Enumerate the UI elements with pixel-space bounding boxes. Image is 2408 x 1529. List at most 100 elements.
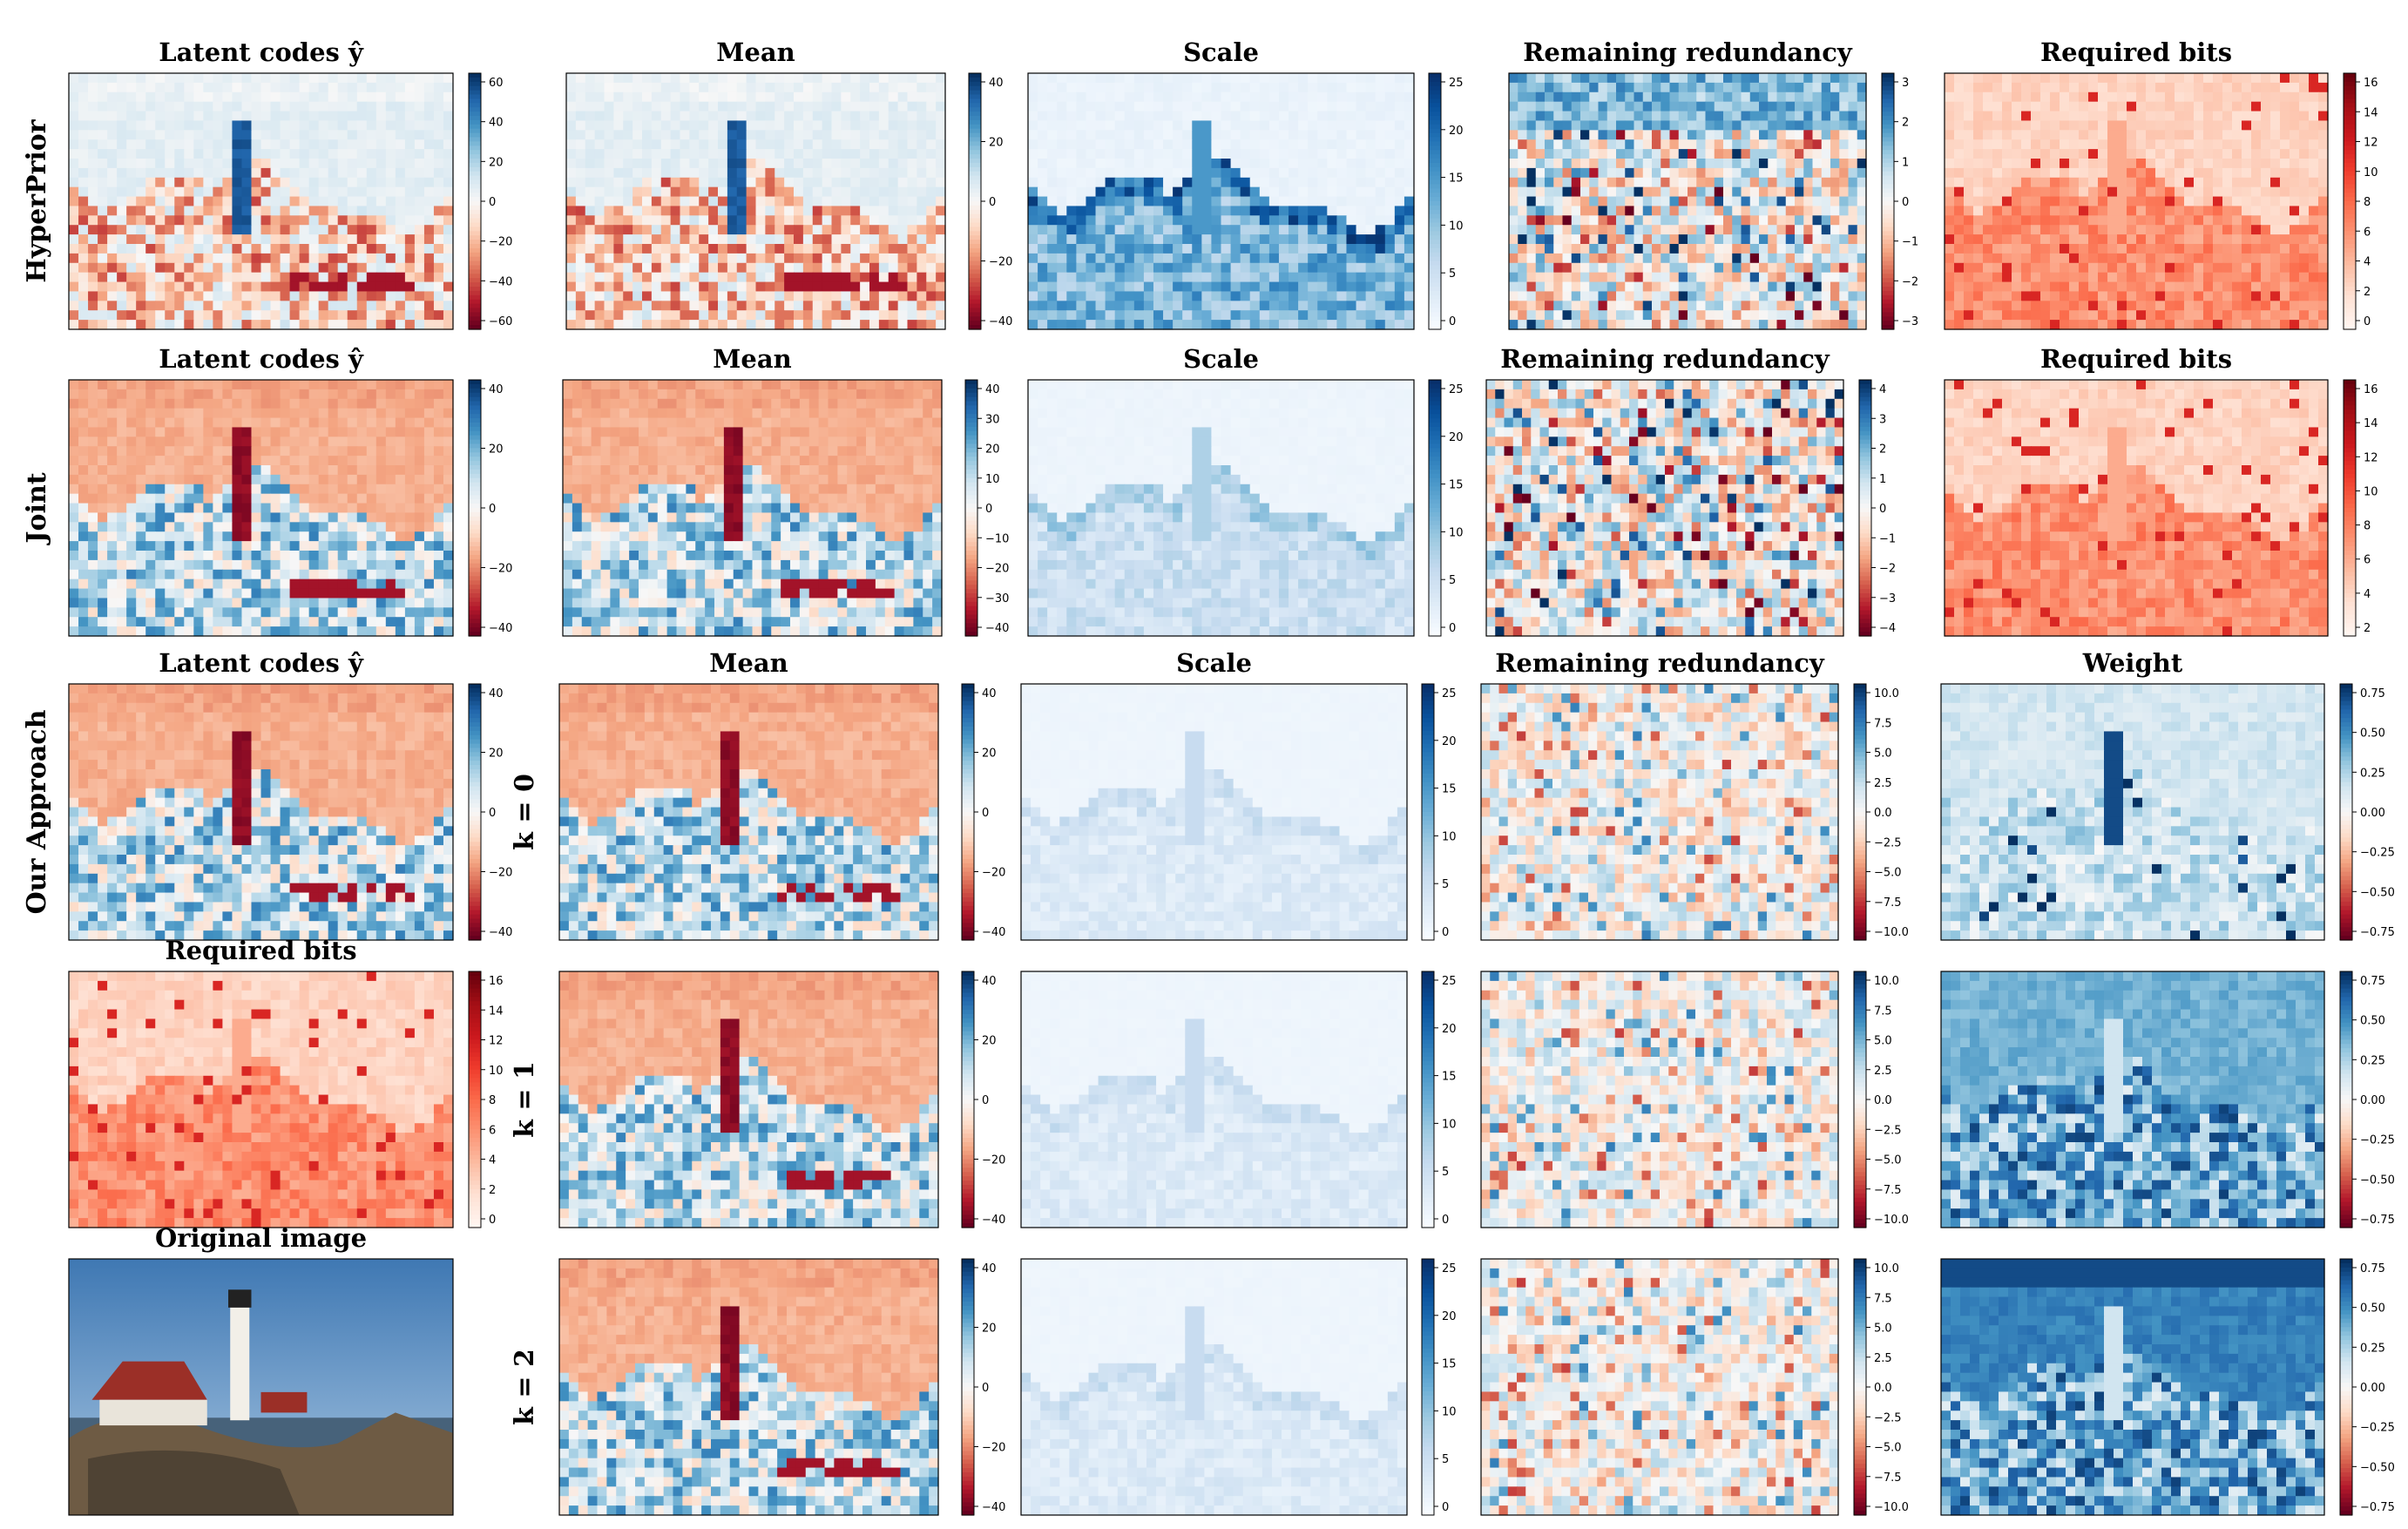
- colorbar-tick-label: 12: [2364, 451, 2378, 464]
- colorbar-tick-label: 0: [1442, 1214, 1449, 1227]
- colorbar-tick-label: −7.5: [1874, 896, 1902, 910]
- colorbar-tick-label: 0: [1442, 926, 1449, 939]
- colorbar-tick-label: 2.5: [1874, 1065, 1892, 1078]
- colorbar-tick-label: 10: [2364, 485, 2378, 498]
- colorbar-tick-label: 5: [1442, 1453, 1449, 1466]
- colorbar-tick-label: 14: [489, 1005, 504, 1018]
- heatmap: [1021, 684, 1408, 941]
- colorbar-tick-label: 5: [1449, 267, 1456, 281]
- colorbar-tick-label: −2: [1879, 563, 1896, 576]
- colorbar-tick-label: 0: [989, 196, 996, 209]
- panel-title: Mean: [713, 344, 791, 374]
- colorbar-tick-label: 8: [2364, 520, 2371, 533]
- colorbar-tick-label: −0.75: [2360, 1501, 2395, 1514]
- colorbar-tick-label: 20: [489, 156, 504, 169]
- colorbar: 0.750.500.250.00−0.25−0.50−0.75: [2340, 971, 2395, 1228]
- colorbar-tick-label: −3: [1902, 315, 1918, 328]
- panel-title: Remaining redundancy: [1523, 37, 1853, 67]
- colorbar-tick-label: −20: [989, 256, 1012, 269]
- colorbar-tick-label: 10: [1449, 526, 1464, 539]
- colorbar-tick-label: −20: [982, 1442, 1005, 1455]
- colorbar-tick-label: 40: [982, 687, 997, 700]
- colorbar-tick-label: −20: [982, 867, 1005, 880]
- colorbar-tick-label: 6: [2364, 226, 2371, 239]
- colorbar-tick-label: 25: [1442, 687, 1457, 700]
- panel-noise-r3-c3: 10.07.55.02.50.0−2.5−5.0−7.5−10.0: [1481, 971, 1909, 1228]
- colorbar-tick-label: 15: [1449, 173, 1464, 186]
- colorbar-tick-label: 0: [489, 1214, 496, 1227]
- colorbar-tick-label: −40: [489, 926, 512, 939]
- heatmap: [1481, 684, 1839, 941]
- colorbar-tick-label: 20: [1449, 431, 1464, 444]
- colorbar-tick-label: 2.5: [1874, 1352, 1892, 1365]
- heatmap: [559, 1259, 939, 1516]
- colorbar-tick-label: 10: [489, 1065, 504, 1078]
- colorbar-tick-label: −20: [489, 867, 512, 880]
- colorbar-tick-label: 20: [1442, 735, 1457, 748]
- colorbar-tick-label: 0.25: [2360, 767, 2385, 780]
- heatmap: [1028, 73, 1415, 330]
- colorbar-tick-label: 40: [982, 1262, 997, 1275]
- colorbar-tick-label: 40: [489, 117, 504, 130]
- colorbar-tick-label: −10.0: [1874, 1501, 1909, 1514]
- heatmap: [1945, 73, 2329, 330]
- colorbar-tick-label: −1: [1879, 532, 1896, 545]
- colorbar-tick-label: 16: [489, 975, 504, 988]
- colorbar-tick-label: 0: [982, 807, 989, 820]
- colorbar-tick-label: 15: [1442, 1071, 1457, 1084]
- panel-title: Weight: [2082, 648, 2183, 678]
- colorbar-tick-label: 6: [489, 1124, 496, 1137]
- colorbar-tick-label: 0.50: [2360, 727, 2385, 741]
- panel-title: Latent codes ŷ: [159, 344, 364, 374]
- colorbar-tick-label: −7.5: [1874, 1184, 1902, 1197]
- colorbar-tick-label: −5.0: [1874, 867, 1902, 880]
- colorbar-tick-label: 5: [1442, 878, 1449, 891]
- colorbar-tick-label: −40: [489, 275, 512, 288]
- colorbar-tick-label: 0.00: [2360, 1094, 2385, 1107]
- heatmap: [69, 73, 454, 330]
- colorbar-tick-label: 12: [489, 1035, 504, 1048]
- colorbar-tick-label: 20: [985, 443, 1000, 457]
- colorbar-tick-label: −3: [1879, 592, 1896, 606]
- colorbar-tick-label: −1: [1902, 236, 1918, 249]
- colorbar-tick-label: 2: [1879, 443, 1886, 457]
- colorbar-tick-label: 5.0: [1874, 748, 1892, 761]
- colorbar-tick-label: −2.5: [1874, 1124, 1902, 1137]
- colorbar-tick-label: −0.25: [2360, 847, 2395, 860]
- panel-title: Required bits: [2040, 344, 2232, 374]
- colorbar: 10.07.55.02.50.0−2.5−5.0−7.5−10.0: [1854, 971, 1909, 1228]
- colorbar-tick-label: 0: [985, 503, 992, 516]
- colorbar-tick-label: 0.75: [2360, 687, 2385, 700]
- colorbar-tick-label: 4: [1879, 383, 1886, 396]
- heatmap: [69, 684, 454, 941]
- row-label: Our Approach: [22, 709, 52, 914]
- colorbar-tick-label: 0: [1449, 622, 1456, 635]
- colorbar-tick-label: 7.5: [1874, 717, 1892, 730]
- colorbar-tick-label: −30: [985, 592, 1009, 606]
- colorbar-tick-label: 0: [1449, 315, 1456, 328]
- colorbar-tick-label: 10: [1442, 1405, 1457, 1418]
- colorbar-tick-label: 1: [1879, 473, 1886, 486]
- heatmap: [1941, 684, 2325, 941]
- colorbar-tick-label: −60: [489, 315, 512, 328]
- heatmap: [566, 73, 946, 330]
- colorbar-tick-label: 25: [1449, 77, 1464, 90]
- colorbar-tick-label: 0: [489, 196, 496, 209]
- colorbar-tick-label: 12: [2364, 137, 2378, 150]
- panel-title: Original image: [155, 1223, 367, 1253]
- colorbar-tick-label: 40: [489, 383, 504, 396]
